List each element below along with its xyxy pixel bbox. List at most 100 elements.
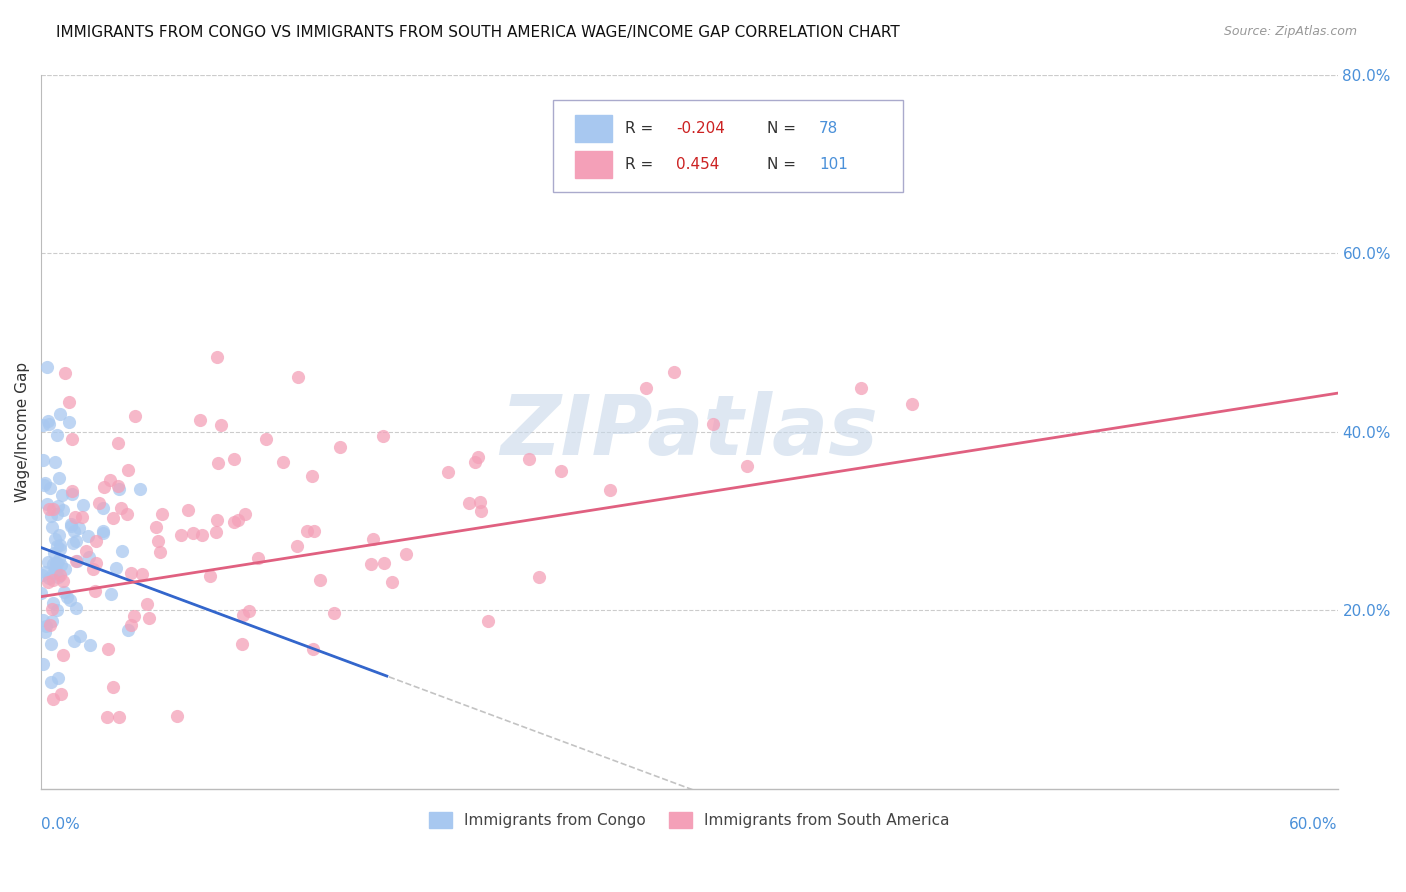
Point xyxy=(42,566,65,580)
Point xyxy=(122,609,145,624)
Point xyxy=(62,536,84,550)
Point xyxy=(49,407,72,421)
Point xyxy=(75,543,97,558)
Point xyxy=(110,500,132,515)
Point xyxy=(32,417,55,432)
Point xyxy=(42,573,65,587)
Point xyxy=(107,479,129,493)
Point xyxy=(32,477,55,491)
Point xyxy=(360,558,382,572)
Point xyxy=(131,566,153,581)
Point xyxy=(111,543,134,558)
Point xyxy=(136,597,159,611)
Text: N =: N = xyxy=(768,157,801,172)
Point xyxy=(226,513,249,527)
Point xyxy=(93,500,115,515)
Point xyxy=(65,554,87,568)
Point xyxy=(371,429,394,443)
Point xyxy=(45,428,67,442)
Point xyxy=(89,496,111,510)
Point xyxy=(84,584,107,599)
Point xyxy=(53,366,76,380)
Point xyxy=(329,441,352,455)
Point xyxy=(42,546,65,560)
Point xyxy=(39,481,62,495)
Text: 78: 78 xyxy=(820,121,838,136)
Point xyxy=(39,508,62,523)
Point xyxy=(31,452,53,467)
Point xyxy=(96,642,118,657)
Point xyxy=(849,381,872,395)
Point xyxy=(48,499,70,513)
Point xyxy=(103,681,125,695)
Point xyxy=(662,365,685,379)
Point xyxy=(166,709,188,723)
Point xyxy=(46,507,69,521)
Point xyxy=(65,534,87,549)
Point xyxy=(302,524,325,538)
Point xyxy=(395,547,418,561)
Point xyxy=(550,464,572,478)
Point xyxy=(42,596,65,610)
Point xyxy=(46,671,69,685)
Point xyxy=(231,638,253,652)
Legend: Immigrants from Congo, Immigrants from South America: Immigrants from Congo, Immigrants from S… xyxy=(423,806,956,834)
Point xyxy=(67,521,90,535)
Point xyxy=(108,482,131,496)
Point xyxy=(105,560,128,574)
Point xyxy=(82,562,104,576)
Point xyxy=(84,533,107,548)
Text: 0.0%: 0.0% xyxy=(41,817,80,832)
Point xyxy=(63,634,86,648)
Point xyxy=(34,566,56,580)
Point xyxy=(117,508,139,522)
Point xyxy=(232,607,254,622)
Point xyxy=(381,575,404,590)
Point xyxy=(308,573,330,587)
Point xyxy=(69,629,91,643)
Point xyxy=(53,585,76,599)
Point xyxy=(285,539,308,553)
Point xyxy=(70,509,93,524)
Point xyxy=(37,555,59,569)
Point xyxy=(205,513,228,527)
Point xyxy=(30,586,52,600)
Point xyxy=(254,432,277,446)
Point xyxy=(46,556,69,570)
Point xyxy=(66,554,89,568)
Text: 101: 101 xyxy=(820,157,848,172)
Point xyxy=(120,566,142,581)
Point xyxy=(457,496,479,510)
Point xyxy=(58,395,80,409)
Point xyxy=(32,613,55,627)
Point xyxy=(467,450,489,464)
Point xyxy=(34,475,56,490)
Point xyxy=(271,455,294,469)
Point xyxy=(44,532,66,546)
Point xyxy=(48,471,70,485)
Point xyxy=(52,502,75,516)
Point xyxy=(207,456,229,470)
Point xyxy=(35,618,58,632)
Point xyxy=(634,381,657,395)
Text: Source: ZipAtlas.com: Source: ZipAtlas.com xyxy=(1223,25,1357,38)
Point xyxy=(361,532,384,546)
Point xyxy=(41,602,63,616)
Point xyxy=(170,528,193,542)
Point xyxy=(42,502,65,516)
Point xyxy=(464,455,486,469)
Point xyxy=(72,499,94,513)
Point xyxy=(39,675,62,690)
Point xyxy=(77,529,100,543)
Point xyxy=(235,507,257,521)
Point xyxy=(49,542,72,557)
Point xyxy=(145,520,167,534)
Bar xyxy=(575,115,612,143)
Point xyxy=(190,528,212,542)
Point xyxy=(41,519,63,533)
Point xyxy=(100,587,122,601)
Point xyxy=(59,517,82,532)
Point xyxy=(209,418,232,433)
Point xyxy=(247,551,270,566)
Point xyxy=(60,487,83,501)
